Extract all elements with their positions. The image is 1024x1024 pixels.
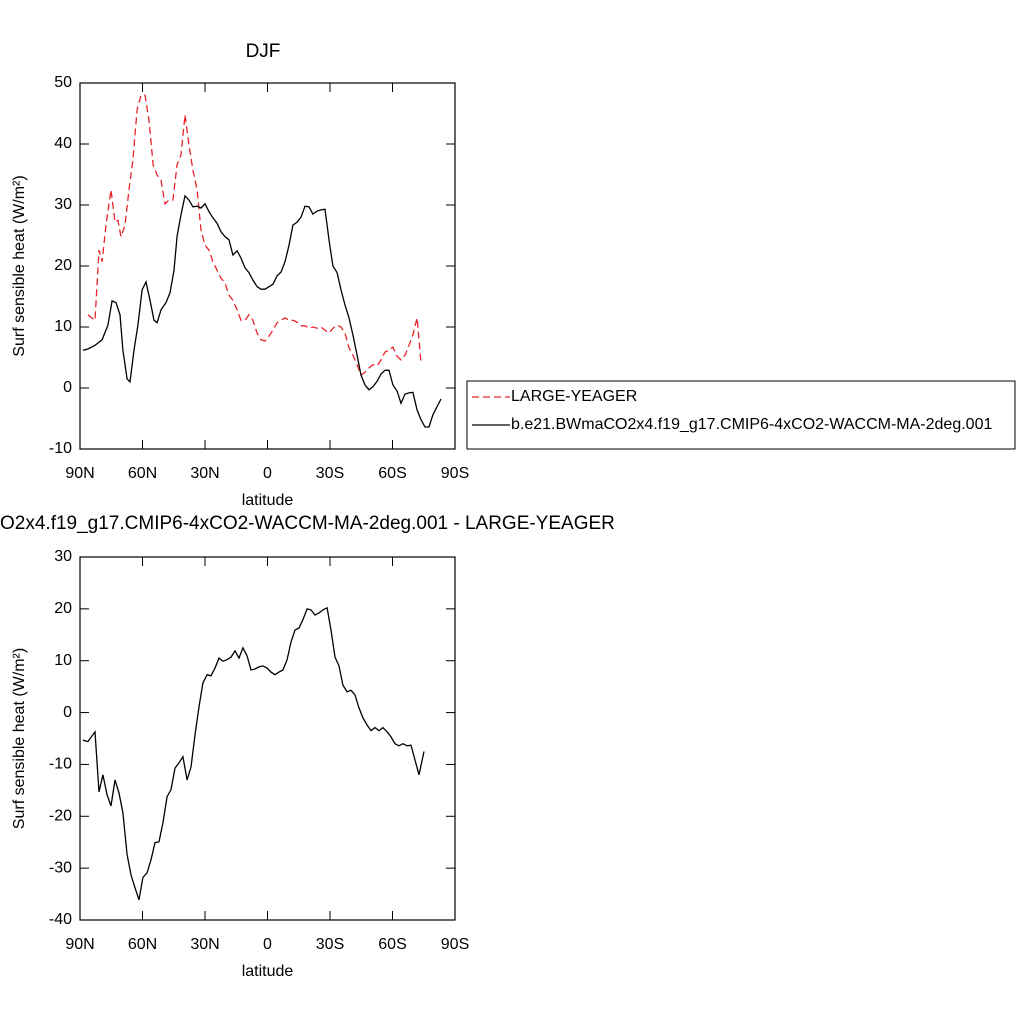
x-tick-label: 90N bbox=[65, 465, 94, 482]
x-axis-label: latitude bbox=[242, 963, 294, 980]
y-tick-label: -10 bbox=[49, 756, 72, 773]
y-axis-label: Surf sensible heat (W/m²) bbox=[11, 648, 28, 829]
y-tick-label: 0 bbox=[63, 379, 72, 396]
chart-title: DJF bbox=[246, 41, 281, 62]
data-line bbox=[87, 94, 422, 377]
x-tick-label: 60S bbox=[378, 936, 406, 953]
y-tick-label: 30 bbox=[54, 196, 72, 213]
legend-box bbox=[466, 380, 1016, 450]
plot-frame bbox=[79, 556, 456, 921]
y-tick-label: 30 bbox=[54, 548, 72, 565]
data-line bbox=[82, 194, 442, 428]
x-tick-label: 30N bbox=[190, 465, 219, 482]
y-tick-label: 20 bbox=[54, 257, 72, 274]
x-tick-label: 60N bbox=[128, 936, 157, 953]
y-tick-label: 10 bbox=[54, 652, 72, 669]
x-tick-label: 90S bbox=[441, 936, 469, 953]
y-tick-label: -10 bbox=[49, 440, 72, 457]
x-tick-label: 60S bbox=[378, 465, 406, 482]
chart-title: O2x4.f19_g17.CMIP6-4xCO2-WACCM-MA-2deg.0… bbox=[0, 513, 615, 534]
y-tick-label: 20 bbox=[54, 600, 72, 617]
y-tick-label: -40 bbox=[49, 911, 72, 928]
y-tick-label: 40 bbox=[54, 135, 72, 152]
x-axis-label: latitude bbox=[242, 492, 294, 509]
x-tick-label: 30S bbox=[316, 465, 344, 482]
legend-label: b.e21.BWmaCO2x4.f19_g17.CMIP6-4xCO2-WACC… bbox=[511, 416, 992, 433]
data-line bbox=[82, 606, 425, 901]
x-tick-label: 90N bbox=[65, 936, 94, 953]
x-tick-label: 60N bbox=[128, 465, 157, 482]
y-tick-label: -30 bbox=[49, 859, 72, 876]
legend-label: LARGE-YEAGER bbox=[511, 388, 637, 405]
y-tick-label: 10 bbox=[54, 318, 72, 335]
y-tick-label: 0 bbox=[63, 704, 72, 721]
y-tick-label: -20 bbox=[49, 808, 72, 825]
x-tick-label: 90S bbox=[441, 465, 469, 482]
y-tick-label: 50 bbox=[54, 74, 72, 91]
plot-frame bbox=[79, 82, 456, 450]
x-tick-label: 30N bbox=[190, 936, 219, 953]
x-tick-label: 30S bbox=[316, 936, 344, 953]
y-axis-label: Surf sensible heat (W/m²) bbox=[11, 175, 28, 356]
x-tick-label: 0 bbox=[263, 936, 272, 953]
x-tick-label: 0 bbox=[263, 465, 272, 482]
